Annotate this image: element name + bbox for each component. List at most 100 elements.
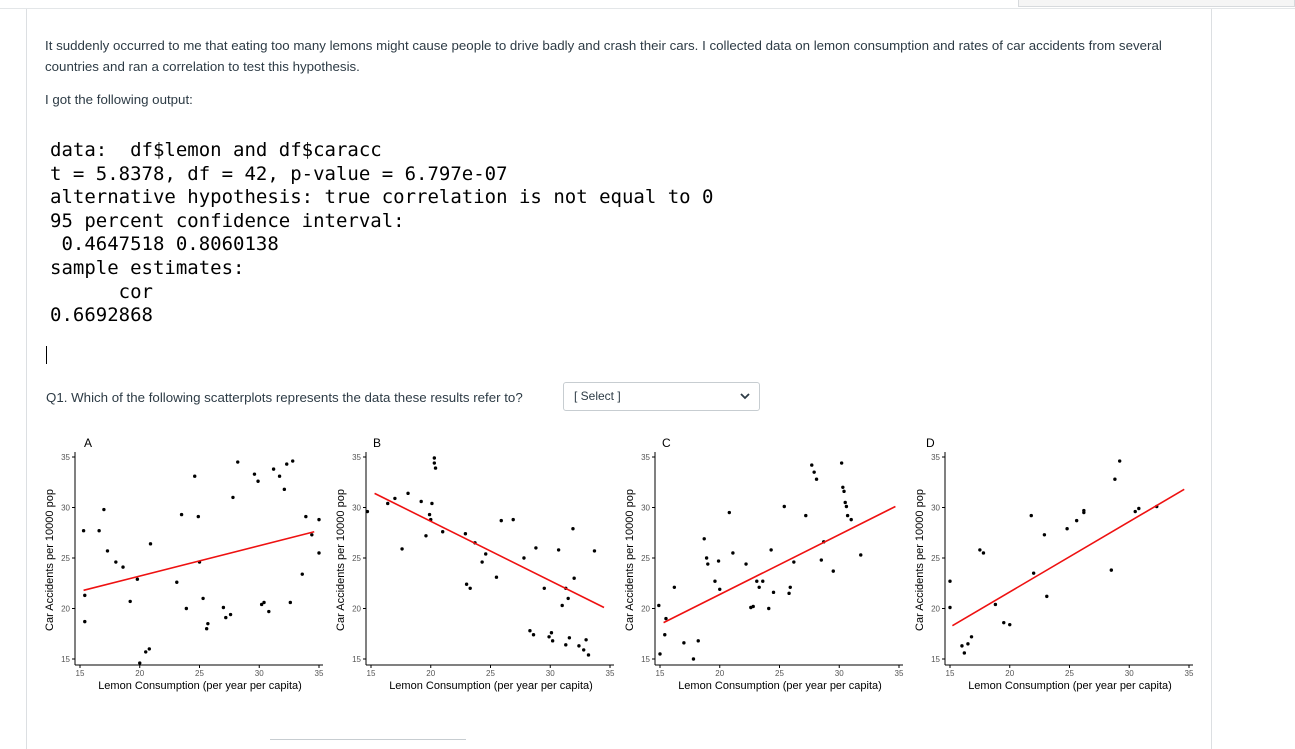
data-point: [317, 551, 321, 555]
scatterplot-d: D 15 20 25 30 35 15 20 25 30 35 Lemon Consumption (…: [914, 436, 1194, 692]
data-point: [179, 512, 184, 517]
data-point: [228, 612, 233, 617]
data-point: [849, 517, 853, 522]
x-tick-label: 35: [1185, 669, 1194, 678]
top-right-panel: [1018, 0, 1295, 7]
data-point: [175, 580, 179, 584]
data-point: [713, 579, 717, 583]
x-tick-label: 15: [367, 669, 376, 678]
data-point: [147, 647, 152, 651]
x-tick-label: 20: [135, 669, 144, 678]
data-point: [464, 582, 469, 586]
question-intro-text: It suddenly occurred to me that eating t…: [45, 38, 1162, 74]
data-point: [1137, 506, 1141, 511]
data-point: [1074, 518, 1079, 523]
top-bar: [0, 0, 1295, 9]
data-point: [304, 514, 308, 519]
data-point: [567, 636, 572, 640]
data-point: [528, 629, 532, 633]
y-tick-label: 25: [352, 554, 361, 563]
data-point: [252, 472, 257, 476]
data-point: [560, 603, 564, 608]
scatterplot-a: A 15 20 25 30 35 15 20 25 30 35 Lemon Consumption (…: [44, 436, 324, 692]
data-point: [1065, 527, 1069, 531]
data-point: [499, 518, 503, 523]
data-point: [966, 642, 970, 646]
data-point: [804, 513, 808, 518]
data-point: [731, 551, 735, 555]
y-tick-label: 30: [931, 504, 940, 513]
x-tick-label: 30: [255, 669, 264, 678]
data-point: [463, 532, 468, 536]
y-tick-label: 20: [352, 605, 361, 614]
data-point: [810, 463, 814, 467]
data-point: [792, 560, 796, 564]
data-point: [271, 467, 276, 471]
data-point: [441, 530, 445, 534]
data-point: [788, 585, 792, 589]
data-point: [1117, 459, 1122, 463]
data-point: [769, 548, 773, 552]
data-point: [310, 533, 314, 537]
y-tick-label: 30: [352, 504, 361, 513]
y-tick-label: 35: [352, 453, 361, 462]
data-point: [262, 600, 266, 605]
y-tick-label: 20: [61, 605, 70, 614]
data-point: [839, 461, 844, 465]
answer-select[interactable]: [ Select ]: [563, 382, 760, 411]
data-point: [236, 460, 240, 464]
data-point: [83, 593, 87, 598]
data-point: [419, 499, 423, 504]
data-point: [755, 579, 759, 583]
data-point: [761, 579, 765, 583]
data-point: [148, 542, 153, 546]
data-point: [566, 596, 570, 601]
data-point: [128, 599, 132, 604]
output-intro-text: I got the following output:: [45, 92, 193, 107]
data-point: [571, 527, 575, 531]
y-tick-label: 20: [641, 605, 650, 614]
data-point: [300, 572, 304, 576]
data-point: [682, 641, 686, 645]
data-point: [393, 496, 397, 501]
data-point: [969, 635, 974, 639]
data-point: [547, 635, 551, 639]
data-point: [948, 605, 952, 610]
y-tick-label: 15: [352, 655, 361, 664]
y-tick-label: 35: [61, 453, 70, 462]
data-point: [658, 652, 662, 656]
data-point: [757, 585, 761, 589]
data-point: [430, 501, 434, 506]
x-tick-label: 30: [1125, 669, 1134, 678]
data-point: [767, 606, 771, 611]
data-point: [782, 504, 786, 509]
y-tick-label: 30: [641, 504, 650, 513]
data-point: [468, 586, 472, 590]
data-point: [1042, 533, 1047, 537]
data-point: [556, 548, 561, 552]
data-point: [432, 456, 437, 460]
y-tick-label: 15: [61, 655, 70, 664]
data-point: [819, 558, 824, 562]
y-tick-label: 15: [641, 655, 650, 664]
r-output-line: 0.6692868: [50, 304, 153, 327]
panel-label: A: [84, 436, 92, 450]
x-tick-label: 30: [546, 669, 555, 678]
data-point: [572, 576, 576, 580]
data-point: [1029, 513, 1033, 518]
data-point: [522, 556, 526, 560]
data-point: [135, 577, 140, 581]
data-point: [844, 504, 849, 509]
data-point: [716, 559, 721, 563]
data-point: [102, 507, 106, 512]
y-tick-label: 15: [931, 655, 940, 664]
data-point: [480, 560, 484, 564]
panel-label: D: [926, 436, 935, 450]
x-tick-label: 25: [1065, 669, 1074, 678]
data-point: [81, 529, 86, 533]
x-tick-label: 20: [715, 669, 724, 678]
data-point: [696, 639, 700, 643]
data-point: [83, 619, 87, 624]
data-point: [121, 565, 125, 569]
quiz-panel: [26, 9, 1212, 749]
